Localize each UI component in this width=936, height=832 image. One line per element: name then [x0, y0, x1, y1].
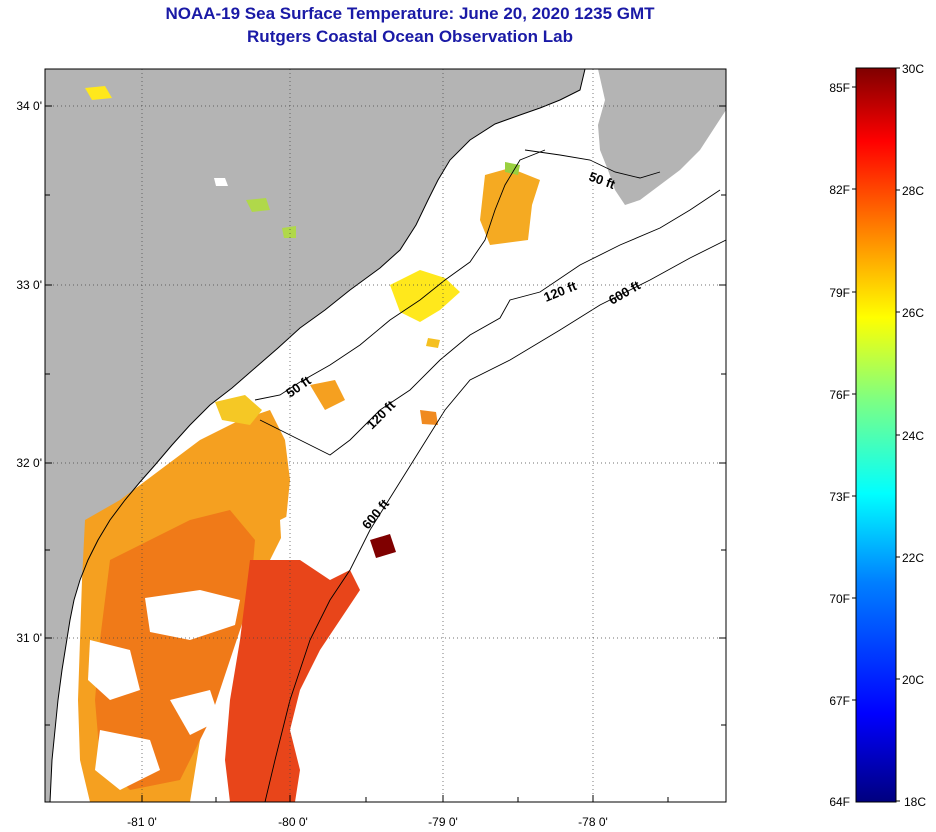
colorbar-fahrenheit-label: 64F [829, 795, 850, 809]
land-mass [45, 69, 585, 802]
map-panel: 50 ft 50 ft 120 ft 120 ft 600 ft 600 ft [45, 69, 726, 802]
isobath-lines [254, 149, 726, 802]
map-grid [45, 69, 726, 802]
colorbar-fahrenheit-label: 79F [829, 286, 850, 300]
latitude-label: 31 0' [16, 631, 42, 645]
latitude-label: 32 0' [16, 456, 42, 470]
longitude-label: -81 0' [127, 815, 157, 829]
colorbar-celsius-label: 22C [902, 551, 924, 565]
longitude-label: -79 0' [428, 815, 458, 829]
colorbar-celsius-label: 18C [904, 795, 926, 809]
longitude-label: -78 0' [578, 815, 608, 829]
latitude-label: 33 0' [16, 278, 42, 292]
colorbar-fahrenheit-label: 73F [829, 490, 850, 504]
map-ticks [45, 105, 726, 802]
colorbar-celsius-label: 28C [902, 184, 924, 198]
colorbar-fahrenheit-label: 85F [829, 81, 850, 95]
land-mass-northeast [598, 69, 726, 205]
colorbar: 85F 82F 79F 76F 73F 70F 67F 64F 30C 28C … [829, 62, 926, 809]
map-title: NOAA-19 Sea Surface Temperature: June 20… [165, 4, 655, 23]
colorbar-fahrenheit-label: 76F [829, 388, 850, 402]
sst-data [78, 86, 540, 802]
map-subtitle: Rutgers Coastal Ocean Observation Lab [247, 27, 573, 46]
colorbar-celsius-label: 26C [902, 306, 924, 320]
coastline [49, 69, 586, 802]
map-frame [44, 68, 727, 803]
colorbar-fahrenheit-label: 67F [829, 694, 850, 708]
colorbar-fahrenheit-label: 82F [829, 183, 850, 197]
colorbar-celsius-label: 30C [902, 62, 924, 76]
colorbar-celsius-label: 24C [902, 429, 924, 443]
latitude-label: 34 0' [16, 99, 42, 113]
longitude-label: -80 0' [278, 815, 308, 829]
colorbar-gradient [855, 67, 897, 803]
colorbar-fahrenheit-label: 70F [829, 592, 850, 606]
colorbar-celsius-label: 20C [902, 673, 924, 687]
